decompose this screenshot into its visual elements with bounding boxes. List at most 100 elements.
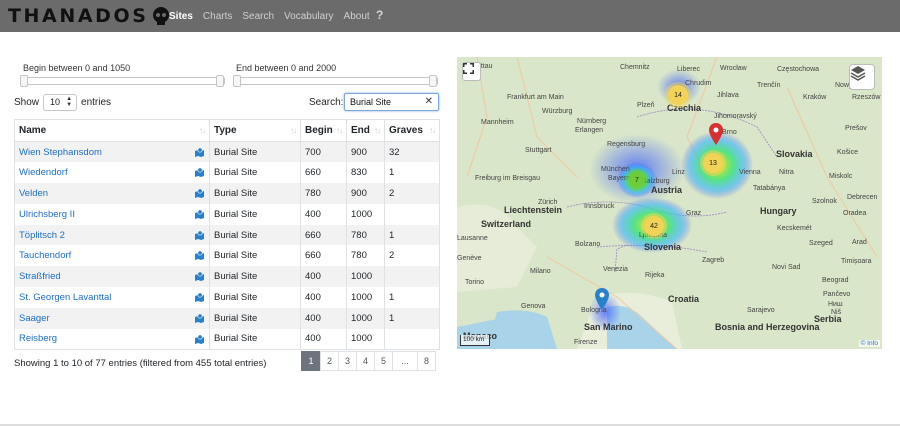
sites-map[interactable]: Zittau Chemnitz Liberec Wrocław Częstoch… [457, 57, 882, 349]
map-label-city: Zürich [538, 199, 558, 206]
map-label-country: Slovenia [644, 242, 682, 252]
site-name-link[interactable]: Straßfried [19, 271, 61, 283]
marker-cluster[interactable]: 42 [644, 216, 664, 236]
cell-type: Burial Site [209, 162, 301, 184]
site-name-link[interactable]: Wiedendorf [19, 167, 68, 179]
select-arrows-icon: ▲ ▼ [66, 96, 73, 108]
map-marker-icon[interactable] [195, 167, 205, 178]
nav-about[interactable]: About [343, 10, 370, 22]
map-label-city: Timișoara [841, 258, 872, 265]
fullscreen-control[interactable] [462, 62, 481, 81]
cell-name: Straßfried [14, 266, 210, 288]
table-row: Ulrichsberg II Burial Site 400 1000 [14, 203, 440, 225]
nav-sites[interactable]: Sites [169, 10, 193, 22]
map-attribution[interactable]: © Info [858, 340, 880, 347]
cell-begin: 400 [300, 266, 347, 288]
cell-name: Tauchendorf [14, 245, 210, 267]
red-map-marker-icon[interactable] [709, 123, 723, 145]
page-button-8[interactable]: 8 [417, 351, 436, 371]
site-name-link[interactable]: Töplitsch 2 [19, 229, 65, 241]
site-name-link[interactable]: Ulrichsberg II [19, 208, 75, 220]
map-label-city: Freiburg im Breisgau [475, 175, 540, 182]
map-marker-icon[interactable] [195, 209, 205, 219]
map-label-city: Genova [521, 303, 546, 310]
map-label-city: Vienna [739, 169, 761, 176]
map-label-city: Szolnok [812, 198, 837, 205]
page-button-2[interactable]: 2 [320, 351, 339, 371]
map-marker-icon[interactable] [195, 188, 205, 199]
cell-graves: 1 [384, 307, 440, 329]
page-length-value: 10 [50, 97, 61, 107]
map-label-city: Nitra [779, 169, 794, 176]
nav-charts[interactable]: Charts [202, 10, 233, 22]
map-marker-icon[interactable] [195, 292, 205, 303]
cell-begin: 780 [300, 183, 347, 204]
column-header-graves[interactable]: Graves ↑↓ [384, 119, 440, 142]
page-button-1[interactable]: 1 [301, 351, 321, 371]
layers-control[interactable] [849, 64, 875, 90]
map-marker-icon[interactable] [195, 271, 205, 282]
begin-max-handle[interactable] [216, 75, 224, 87]
page-length-select[interactable]: 10 ▲ ▼ [43, 93, 78, 111]
column-header-begin[interactable]: Begin ↑↓ [300, 119, 347, 142]
end-range-slider[interactable] [233, 75, 438, 87]
brand-logo[interactable]: THANADOS [8, 4, 171, 28]
site-name-link[interactable]: Wien Stephansdom [19, 146, 102, 158]
site-name-link[interactable]: St. Georgen Lavanttal [19, 291, 112, 303]
page-button-3[interactable]: 3 [338, 351, 357, 371]
nav-menu: Sites Charts Search Vocabulary About [169, 0, 380, 32]
cell-graves [384, 266, 440, 288]
site-name-link[interactable]: Saager [19, 312, 50, 324]
marker-cluster[interactable]: 14 [668, 85, 688, 105]
map-label-country: Slovakia [776, 149, 813, 159]
cell-type: Burial Site [209, 203, 301, 225]
column-header-type[interactable]: Type ↑↓ [209, 119, 301, 142]
map-marker-icon[interactable] [195, 230, 205, 240]
map-label-city: Chemnitz [620, 64, 650, 71]
cell-type: Burial Site [209, 328, 301, 350]
brand-name: THANADOS [8, 5, 149, 27]
map-marker-icon[interactable] [195, 147, 205, 157]
help-icon[interactable]: ? [376, 8, 384, 22]
expand-icon [463, 63, 474, 74]
begin-range-slider[interactable] [20, 75, 225, 87]
nav-vocabulary[interactable]: Vocabulary [284, 10, 334, 22]
sort-icon: ↑↓ [374, 126, 381, 135]
marker-cluster[interactable]: 13 [703, 153, 723, 173]
table-header-row: Name ↑↓ Type ↑↓ Begin ↑↓ End ↑↓ Graves ↑↓ [14, 119, 440, 142]
table-row: Saager Burial Site 400 1000 1 [14, 307, 440, 329]
map-label-city: Pančevo [823, 291, 851, 298]
cell-begin: 660 [300, 245, 347, 267]
sites-table: Name ↑↓ Type ↑↓ Begin ↑↓ End ↑↓ Graves ↑↓ Wie… [14, 119, 440, 350]
site-name-link[interactable]: Tauchendorf [19, 250, 72, 262]
map-label-city: Wrocław [720, 65, 747, 72]
clear-search-icon[interactable]: ✕ [424, 96, 433, 107]
site-name-link[interactable]: Reisberg [19, 333, 58, 345]
table-row: Tauchendorf Burial Site 660 780 2 [14, 245, 440, 267]
map-label-city: Košice [837, 149, 859, 156]
end-min-handle[interactable] [233, 75, 241, 87]
map-label-city: Beograd [822, 277, 849, 284]
table-info: Showing 1 to 10 of 77 entries (filtered … [14, 358, 267, 369]
map-marker-icon[interactable] [195, 313, 205, 323]
map-marker-icon[interactable] [195, 334, 205, 344]
page-button-5[interactable]: 5 [374, 351, 393, 371]
nav-search[interactable]: Search [242, 10, 275, 22]
blue-map-marker-icon[interactable] [595, 288, 609, 310]
map-label-city: Genève [457, 255, 482, 262]
layers-icon [850, 66, 866, 81]
cell-end: 1000 [346, 266, 385, 288]
column-header-end[interactable]: End ↑↓ [346, 119, 385, 142]
map-label-city: Erlangen [575, 127, 604, 134]
page-button-4[interactable]: 4 [356, 351, 375, 371]
map-marker-icon[interactable] [195, 250, 205, 261]
navbar: THANADOS Sites Charts Search Vocabulary … [0, 0, 900, 32]
cell-end: 830 [346, 162, 385, 184]
column-header-name[interactable]: Name ↑↓ [14, 119, 210, 142]
begin-min-handle[interactable] [20, 75, 28, 87]
end-max-handle[interactable] [429, 75, 437, 87]
map-label-city: Szeged [809, 240, 833, 247]
site-name-link[interactable]: Velden [19, 187, 49, 199]
search-input[interactable]: Burial Site ✕ [344, 93, 439, 111]
marker-cluster[interactable]: 7 [629, 172, 645, 188]
